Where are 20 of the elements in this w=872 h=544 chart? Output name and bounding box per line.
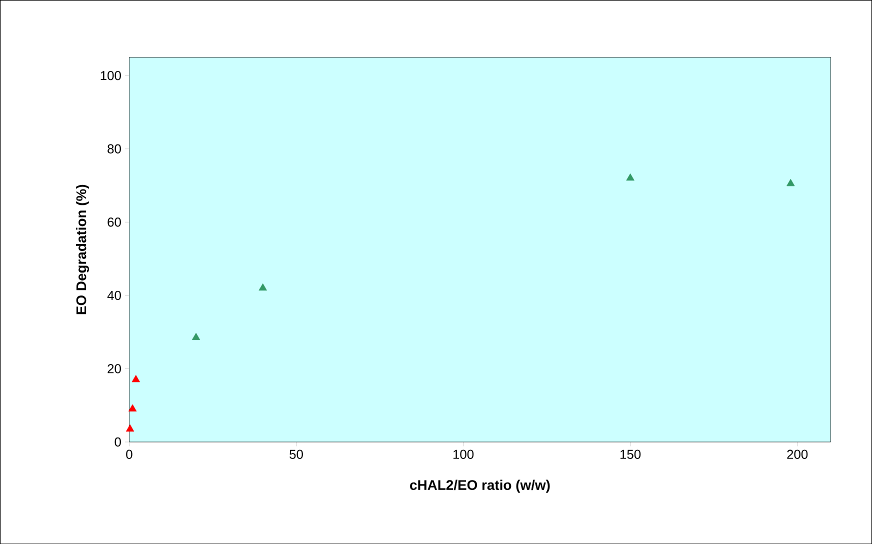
point: [786, 178, 795, 186]
x-tick-label: 100: [453, 450, 474, 459]
point: [626, 173, 634, 181]
point: [132, 374, 140, 382]
point: [192, 332, 200, 340]
y-tick-label: 20: [108, 364, 121, 374]
y-tick-label: 80: [108, 144, 121, 154]
x-tick-label: 150: [620, 450, 641, 459]
point: [128, 404, 137, 412]
y-tick-label: 100: [100, 70, 121, 80]
y-tick-label: 60: [108, 217, 121, 227]
y-axis-title: EO Degradation (%): [76, 184, 90, 314]
y-tick-label: 0: [114, 437, 121, 446]
point: [126, 424, 134, 432]
x-axis-title: cHAL2/EO ratio (w/w): [410, 480, 550, 493]
x-tick-label: 50: [290, 450, 303, 459]
x-tick-label: 200: [787, 450, 808, 459]
x-tick-label: 0: [126, 450, 132, 459]
point: [258, 283, 267, 290]
y-tick-label: 40: [107, 290, 121, 300]
